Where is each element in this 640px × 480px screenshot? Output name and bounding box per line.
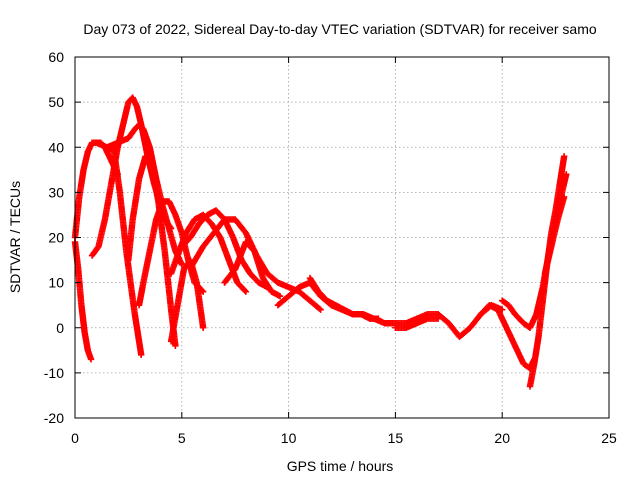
y-tick-labels: -20 -10 0 10 20 30 40 50 60	[44, 49, 64, 426]
data-point	[242, 288, 250, 295]
y-tick-label: -20	[44, 410, 64, 426]
x-tick-label: 15	[388, 430, 404, 446]
data-point	[316, 305, 323, 312]
y-tick-label: 60	[48, 49, 64, 65]
data-point	[276, 292, 284, 300]
x-tick-label: 10	[281, 430, 297, 446]
y-tick-label: -10	[44, 365, 64, 381]
series-arc-4	[103, 144, 145, 359]
series-arc-2	[71, 238, 95, 363]
series-arc-20	[541, 193, 568, 277]
chart-title: Day 073 of 2022, Sidereal Day-to-day VTE…	[83, 21, 596, 37]
x-tick-label: 5	[178, 430, 186, 446]
y-tick-label: 10	[48, 275, 64, 291]
data-points	[71, 94, 570, 390]
y-tick-label: 0	[56, 320, 64, 336]
axis-ticks	[74, 56, 610, 419]
x-tick-label: 20	[494, 430, 510, 446]
y-tick-label: 40	[48, 139, 64, 155]
y-tick-label: 30	[48, 184, 64, 200]
x-tick-label: 25	[601, 430, 617, 446]
y-tick-label: 50	[48, 94, 64, 110]
series-arc-16	[392, 315, 442, 331]
y-axis-label: SDTVAR / TECUs	[7, 181, 23, 293]
data-point	[138, 351, 145, 359]
data-point	[560, 193, 568, 201]
series-arc-12	[221, 238, 284, 300]
x-tick-label: 0	[71, 430, 79, 446]
data-point	[560, 153, 568, 160]
data-point	[241, 287, 249, 294]
data-point	[434, 315, 442, 322]
data-point	[87, 356, 95, 363]
x-axis-label: GPS time / hours	[287, 458, 394, 474]
data-point	[317, 306, 324, 313]
data-point	[172, 342, 179, 349]
data-point	[199, 324, 207, 331]
x-tick-labels: 0 5 10 15 20 25	[71, 430, 617, 446]
y-tick-label: 20	[48, 230, 64, 246]
